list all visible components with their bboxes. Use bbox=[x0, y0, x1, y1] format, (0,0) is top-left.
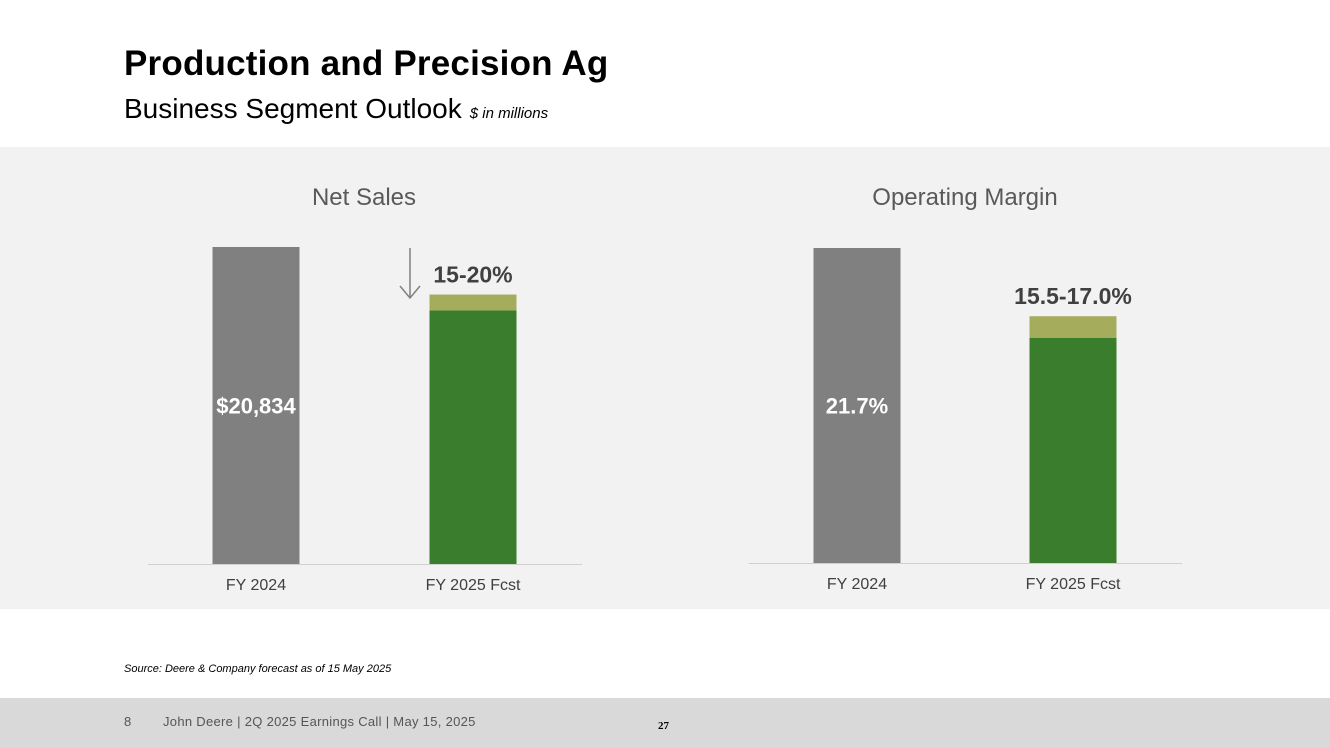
footer-bar: 8 John Deere | 2Q 2025 Earnings Call | M… bbox=[0, 698, 1330, 748]
charts-svg: Net Sales $20,834 15-20% FY 2024 FY 2025 Fcs… bbox=[148, 184, 1182, 594]
chart2-label-fcst: 15.5-17.0% bbox=[1014, 283, 1132, 309]
chart2-category-1: FY 2024 bbox=[827, 576, 887, 593]
chart-panel: Net Sales $20,834 15-20% FY 2024 FY 2025 Fcs… bbox=[0, 147, 1330, 609]
chart1-label-fcst: 15-20% bbox=[433, 262, 512, 288]
chart2-bar-fcst-range bbox=[1029, 316, 1117, 338]
footer-number: 27 bbox=[658, 720, 669, 732]
footer-event: John Deere | 2Q 2025 Earnings Call | May… bbox=[163, 714, 476, 729]
page-subtitle: Business Segment Outlook $ in millions bbox=[124, 93, 548, 125]
chart1-title: Net Sales bbox=[312, 184, 416, 211]
chart2-bar-fy2024 bbox=[813, 248, 901, 563]
chart1-category-1: FY 2024 bbox=[226, 577, 286, 594]
subtitle-text: Business Segment Outlook bbox=[124, 93, 462, 124]
footer-page: 8 bbox=[124, 714, 132, 729]
page-title: Production and Precision Ag bbox=[124, 44, 609, 83]
chart1-bar-fcst-low bbox=[429, 310, 517, 564]
chart1-down-arrow-head-icon bbox=[399, 285, 421, 300]
chart1-category-2: FY 2025 Fcst bbox=[426, 577, 521, 594]
chart1-label-fy2024: $20,834 bbox=[216, 394, 296, 419]
chart2-category-2: FY 2025 Fcst bbox=[1026, 576, 1121, 593]
source-note: Source: Deere & Company forecast as of 1… bbox=[124, 663, 392, 675]
chart2-bar-fcst-low bbox=[1029, 338, 1117, 563]
chart1-bar-fy2024 bbox=[212, 247, 300, 564]
chart2-label-fy2024: 21.7% bbox=[826, 394, 888, 419]
chart1-bar-fcst-range bbox=[429, 294, 517, 311]
chart2-title: Operating Margin bbox=[872, 184, 1057, 211]
units-note: $ in millions bbox=[469, 105, 549, 122]
